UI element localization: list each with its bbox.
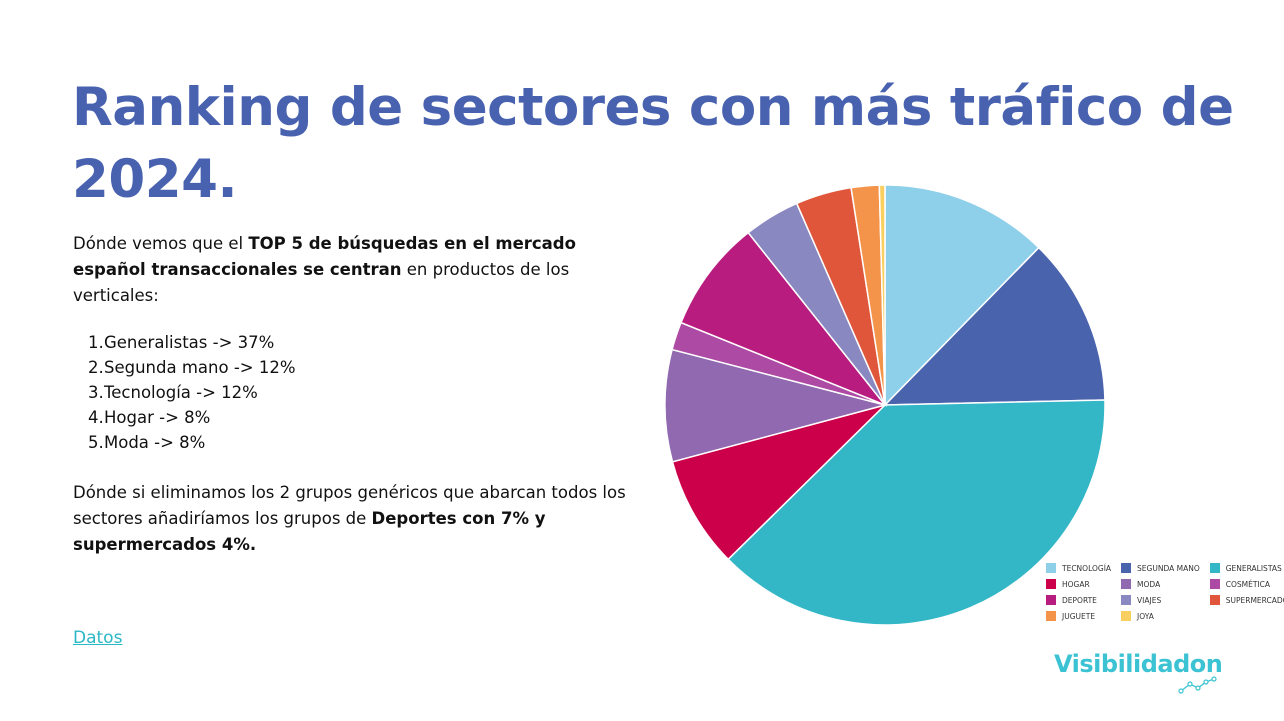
legend-label: COSMÉTICA bbox=[1225, 579, 1271, 589]
list-item-number: 1. bbox=[88, 333, 104, 352]
legend-item: SUPERMERCADO bbox=[1209, 595, 1284, 605]
visibilidadon-logo: Visibilidadon bbox=[1054, 650, 1223, 678]
legend-label: SEGUNDA MANO bbox=[1137, 563, 1200, 573]
legend-item: JUGUETE bbox=[1046, 611, 1111, 621]
list-item: 5. Moda -> 8% bbox=[88, 430, 296, 455]
legend-swatch bbox=[1046, 579, 1056, 589]
legend-swatch bbox=[1121, 595, 1132, 605]
list-item-number: 3. bbox=[88, 383, 104, 402]
legend-swatch bbox=[1121, 563, 1132, 573]
legend-label: MODA bbox=[1137, 579, 1161, 589]
legend-item: VIAJES bbox=[1121, 595, 1200, 605]
datos-link[interactable]: Datos bbox=[73, 628, 123, 648]
list-item-number: 4. bbox=[88, 408, 104, 427]
list-item-number: 5. bbox=[88, 433, 104, 452]
legend-item: HOGAR bbox=[1046, 579, 1111, 589]
list-item-number: 2. bbox=[88, 358, 104, 377]
legend-label: SUPERMERCADO bbox=[1225, 595, 1284, 605]
legend-item: DEPORTE bbox=[1046, 595, 1111, 605]
legend-label: GENERALISTAS bbox=[1225, 563, 1282, 573]
pie-slice-hogar bbox=[671, 403, 888, 561]
intro-paragraph: Dónde vemos que el TOP 5 de búsquedas en… bbox=[73, 231, 633, 309]
legend-swatch bbox=[1046, 595, 1056, 605]
intro-text-1: Dónde vemos que el bbox=[73, 234, 249, 253]
pie-slice-segunda-mano bbox=[883, 246, 1106, 406]
pie-slice-moda bbox=[664, 348, 888, 463]
legend-label: DEPORTE bbox=[1062, 595, 1097, 605]
legend-label: JUGUETE bbox=[1062, 611, 1096, 621]
legend-item: MODA bbox=[1121, 579, 1200, 589]
outro-bold-text: Deportes con 7% y supermercados 4%. bbox=[73, 509, 546, 554]
pie-slice-tecnologia bbox=[884, 184, 1040, 407]
pie-slice-generalistas bbox=[727, 399, 1106, 626]
legend-swatch bbox=[1209, 595, 1220, 605]
legend-label: JOYA bbox=[1137, 611, 1154, 621]
intro-text-2: en productos de los verticales: bbox=[73, 260, 570, 305]
legend-label: TECNOLOGÍA bbox=[1062, 563, 1112, 573]
outro-text: Dónde si eliminamos los 2 grupos genéric… bbox=[73, 483, 626, 528]
legend-item: SEGUNDA MANO bbox=[1121, 563, 1200, 573]
logo-trend-icon bbox=[1178, 676, 1217, 694]
list-item-text: Segunda mano -> 12% bbox=[104, 358, 296, 377]
legend-item: JOYA bbox=[1121, 611, 1200, 621]
legend-item: COSMÉTICA bbox=[1209, 579, 1284, 589]
list-item: 1. Generalistas -> 37% bbox=[88, 330, 296, 355]
list-item-text: Tecnología -> 12% bbox=[104, 383, 258, 402]
legend-swatch bbox=[1209, 579, 1220, 589]
list-item: 2. Segunda mano -> 12% bbox=[88, 355, 296, 380]
legend-swatch bbox=[1121, 579, 1132, 589]
legend-item: TECNOLOGÍA bbox=[1046, 563, 1111, 573]
page-title: Ranking de sectores con más tráfico de 2… bbox=[72, 77, 1234, 210]
legend-label: HOGAR bbox=[1062, 579, 1090, 589]
chart-legend: TECNOLOGÍA SEGUNDA MANO GENERALISTAS HOGAR M… bbox=[1046, 563, 1284, 621]
top5-list: 1. Generalistas -> 37% 2. Segunda mano -> … bbox=[88, 330, 296, 455]
outro-paragraph: Dónde si eliminamos los 2 grupos genéric… bbox=[73, 480, 653, 558]
legend-label: VIAJES bbox=[1137, 595, 1162, 605]
legend-swatch bbox=[1121, 611, 1132, 621]
list-item-text: Moda -> 8% bbox=[104, 433, 206, 452]
list-item: 3. Tecnología -> 12% bbox=[88, 380, 296, 405]
legend-swatch bbox=[1209, 563, 1220, 573]
list-item-text: Hogar -> 8% bbox=[104, 408, 211, 427]
list-item: 4. Hogar -> 8% bbox=[88, 405, 296, 430]
pie-slice-joya bbox=[878, 184, 886, 406]
legend-swatch bbox=[1046, 611, 1056, 621]
legend-swatch bbox=[1046, 563, 1056, 573]
intro-bold-text: TOP 5 de búsquedas en el mercado español… bbox=[73, 234, 576, 279]
legend-item: GENERALISTAS bbox=[1209, 563, 1284, 573]
list-item-text: Generalistas -> 37% bbox=[104, 333, 275, 352]
pie-slice-deporte bbox=[680, 231, 888, 407]
pie-chart bbox=[664, 184, 1106, 626]
